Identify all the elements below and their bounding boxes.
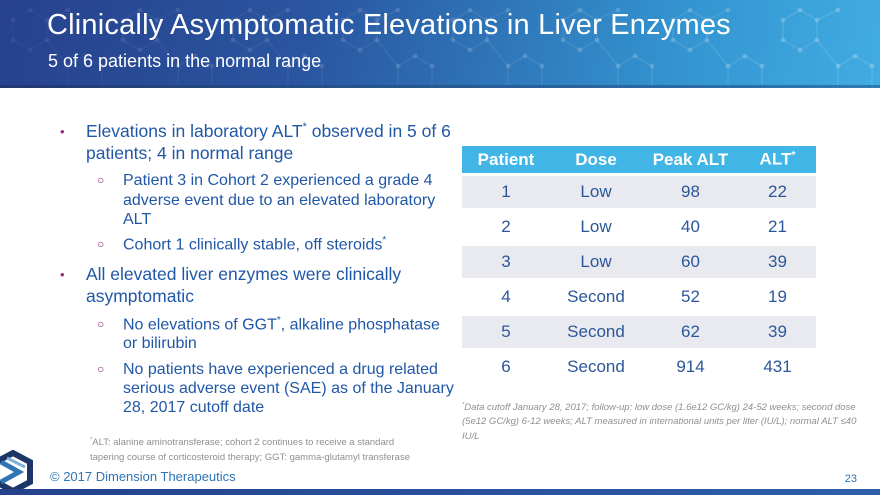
column-header-patient: Patient [462,146,550,173]
superscript-asterisk: * [90,437,93,443]
table-cell: 39 [739,246,816,278]
column-header-alt: ALT* [739,146,816,173]
bullet-text-part: Elevations in laboratory ALT [86,121,303,141]
table-cell: 39 [739,316,816,348]
table-cell: 431 [763,357,792,376]
table-cell: 19 [768,287,787,306]
sub-bullet-marker-icon: ○ [97,361,105,376]
bullet-text-part: observed in 5 of 6 patients; 4 in normal… [86,121,451,163]
table-row: 4 Second 52 19 [462,281,816,313]
table-cell: 2 [501,217,511,236]
bullet-item: • All elevated liver enzymes were clinic… [60,264,460,307]
slide-title: Clinically Asymptomatic Elevations in Li… [47,9,731,41]
table-cell: Second [567,287,625,306]
header-divider [0,85,880,88]
bullet-text-part: , alkaline phosphatase or bilirubin [123,316,440,353]
bullet-text-part: No elevations of GGT [123,316,277,334]
table-cell: 98 [642,176,739,208]
table-row: 1 Low 98 22 [462,176,816,208]
table-cell: 21 [768,217,787,236]
superscript-asterisk: * [276,314,281,326]
company-logo [0,450,33,494]
table-cell: 40 [681,217,700,236]
sub-bullet-marker-icon: ○ [97,316,105,331]
sub-bullet-text: Cohort 1 clinically stable, off steroids… [123,235,458,255]
superscript-asterisk: * [382,234,387,246]
sub-bullet-item: ○ Cohort 1 clinically stable, off steroi… [97,235,460,255]
sub-bullet-text: No patients have experienced a drug rela… [123,360,454,416]
bottom-accent-bar [0,489,880,495]
table-row: 6 Second 914 431 [462,351,816,383]
patient-data-table: Patient Dose Peak ALT ALT* 1 Low 98 22 2 Low 4… [462,143,816,386]
abbreviation-footnote: *ALT: alanine aminotransferase; cohort 2… [90,436,425,466]
superscript-asterisk: * [302,121,307,134]
abbreviation-footnote-text: ALT: alanine aminotransferase; cohort 2 … [90,437,410,463]
table-header-row: Patient Dose Peak ALT ALT* [462,146,816,173]
bullet-text: Elevations in laboratory ALT* observed i… [86,121,460,164]
sub-bullet-item: ○ Patient 3 in Cohort 2 experienced a gr… [97,171,460,229]
table-cell: 22 [739,176,816,208]
sub-bullet-item: ○ No elevations of GGT*, alkaline phosph… [97,315,460,354]
table-row: 5 Second 62 39 [462,316,816,348]
slide-subtitle: 5 of 6 patients in the normal range [48,51,322,71]
table-footnote-text: Data cutoff January 28, 2017; follow-up:… [462,402,857,442]
table-cell: 4 [501,287,511,306]
table-row: 3 Low 60 39 [462,246,816,278]
bullet-text: All elevated liver enzymes were clinical… [86,264,402,307]
table-cell: 914 [676,357,705,376]
copyright-text: © 2017 Dimension Therapeutics [50,469,236,484]
table-cell: 1 [462,176,550,208]
column-header-alt-label: ALT [759,149,792,169]
sub-bullet-marker-icon: ○ [97,236,105,251]
table-cell: 60 [642,246,739,278]
table-cell: 52 [681,287,700,306]
table-cell: 5 [462,316,550,348]
sub-bullet-text: Patient 3 in Cohort 2 experienced a grad… [123,172,436,228]
bullet-text-part: Cohort 1 clinically stable, off steroids [123,236,383,254]
superscript-asterisk: * [791,149,796,162]
molecule-hexagon-pattern-icon [0,0,880,85]
sub-bullet-marker-icon: ○ [97,173,105,188]
table-cell: Low [550,176,642,208]
bullet-item: • Elevations in laboratory ALT* observed… [60,121,460,164]
bullet-marker-icon: • [60,267,65,283]
bullet-marker-icon: • [60,124,65,139]
table-cell: Low [580,217,612,236]
bullet-list: • Elevations in laboratory ALT* observed… [60,121,460,423]
table-cell: 62 [642,316,739,348]
sub-bullet-item: ○ No patients have experienced a drug re… [97,360,460,418]
table-cell: 3 [462,246,550,278]
table-cell: Low [550,246,642,278]
table-footnote: *Data cutoff January 28, 2017; follow-up… [462,401,870,444]
table-cell: Second [550,316,642,348]
superscript-asterisk: * [462,402,465,408]
column-header-dose: Dose [550,146,642,173]
page-number: 23 [844,473,857,485]
table-row: 2 Low 40 21 [462,211,816,243]
table-cell: 6 [501,357,511,376]
slide-header: Clinically Asymptomatic Elevations in Li… [0,0,880,85]
sub-bullet-text: No elevations of GGT*, alkaline phosphat… [123,315,458,354]
column-header-peak-alt: Peak ALT [642,146,739,173]
table-cell: Second [567,357,625,376]
